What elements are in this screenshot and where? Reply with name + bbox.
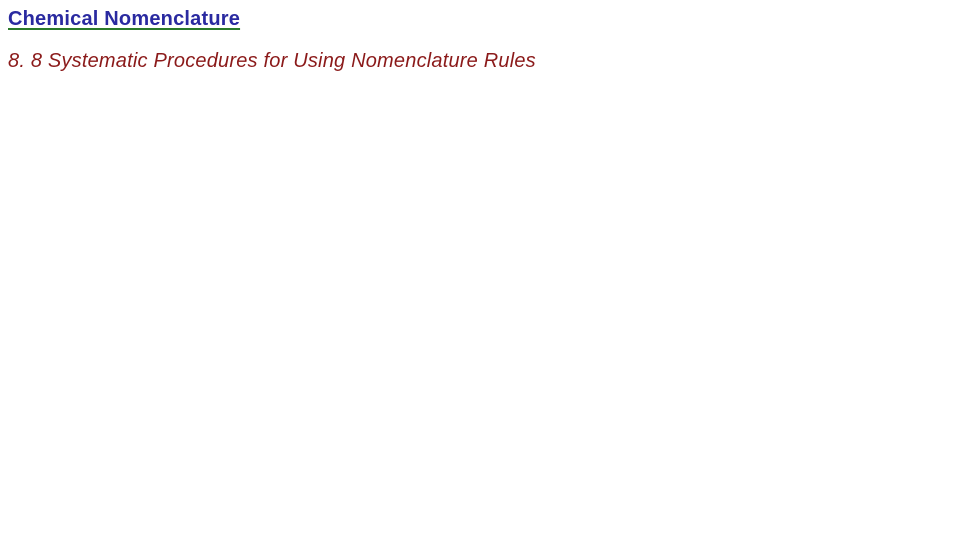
slide-page: Chemical Nomenclature 8. 8 Systematic Pr… xyxy=(0,0,960,540)
slide-title: Chemical Nomenclature xyxy=(8,8,240,31)
slide-subtitle: 8. 8 Systematic Procedures for Using Nom… xyxy=(8,50,536,73)
